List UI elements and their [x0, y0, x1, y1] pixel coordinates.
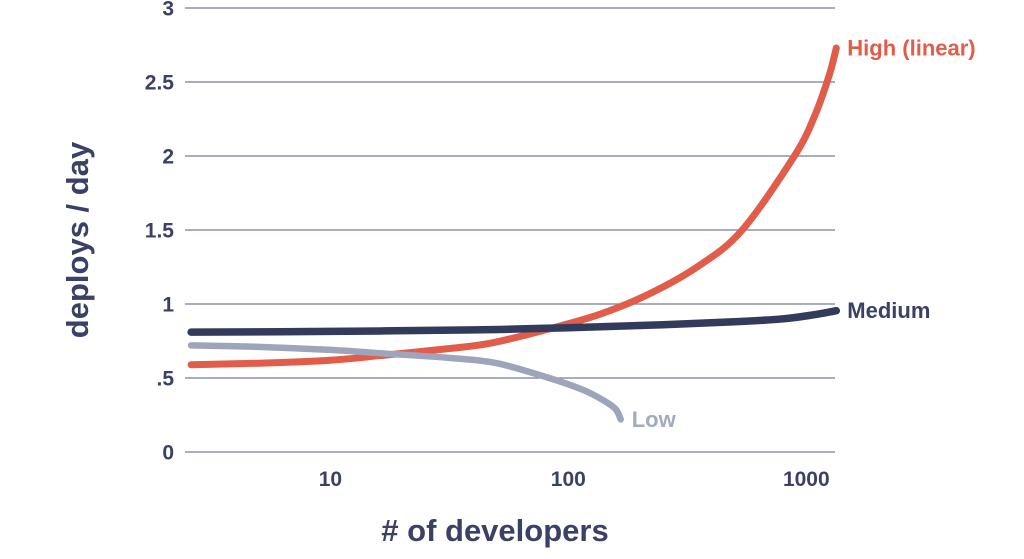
gridlines [185, 7, 835, 453]
y-tick-label-0: 0 [162, 442, 174, 465]
y-tick-label-5: .5 [156, 368, 174, 391]
y-tick-label-3: 3 [162, 0, 174, 21]
series-label-high-linear: High (linear) [847, 36, 975, 61]
series-line-high-linear [187, 44, 840, 369]
y-tick-label-2: 2 [162, 146, 174, 169]
series-line-low [187, 342, 624, 423]
series-lines [187, 44, 841, 423]
y-tick-label-25: 2.5 [145, 72, 175, 95]
series-label-low: Low [632, 407, 677, 432]
x-tick-label-10: 10 [319, 468, 342, 491]
y-axis-title: deploys / day [60, 141, 95, 338]
series-line-medium [187, 306, 841, 336]
y-axis-tick-labels: 0 .5 1 1.5 2 2.5 3 [145, 0, 175, 465]
x-axis-title: # of developers [381, 513, 608, 548]
series-labels: High (linear) Medium Low [632, 36, 976, 432]
x-tick-label-100: 100 [551, 468, 586, 491]
x-tick-label-1000: 1000 [783, 468, 830, 491]
series-label-medium: Medium [847, 298, 930, 323]
y-tick-label-1: 1 [162, 294, 174, 317]
y-tick-label-15: 1.5 [145, 220, 175, 243]
x-axis-tick-labels: 10 100 1000 [319, 468, 830, 491]
